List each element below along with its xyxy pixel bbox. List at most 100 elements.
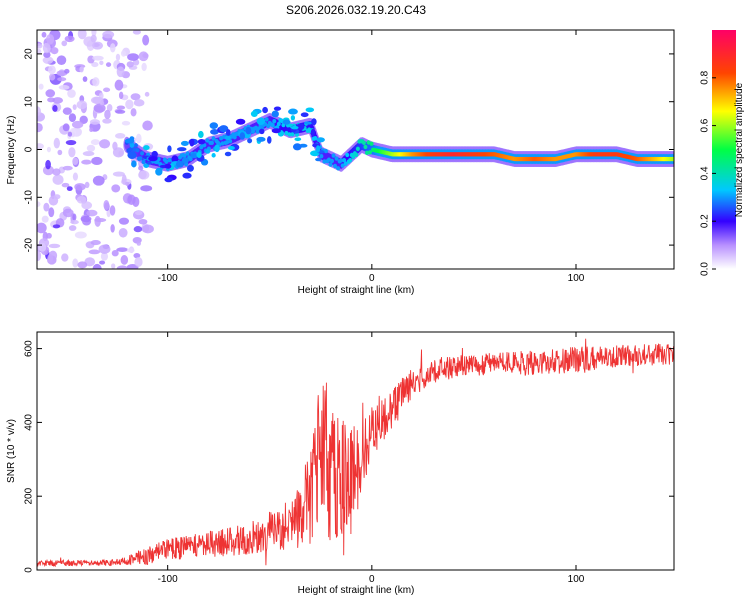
spectrogram-ridge-core [228, 138, 233, 144]
spectrogram-noise-blob [99, 260, 106, 265]
spectrogram-energy-cluster [176, 147, 187, 152]
spectrogram-noise-blob [67, 89, 76, 98]
spectrogram-noise-blob [125, 181, 130, 187]
spectrogram-noise-blob [109, 205, 116, 216]
spectrogram-noise-blob [116, 247, 129, 252]
spectrogram-noise-blob [120, 255, 129, 265]
spectrogram-ridge-core [140, 151, 145, 156]
spectrogram-noise-blob [127, 53, 140, 61]
spectrogram-energy-cluster [256, 136, 266, 142]
spectrogram-noise-blob [142, 120, 153, 131]
spectrogram-noise-blob [89, 119, 101, 125]
spectrogram-ridge-core [328, 162, 333, 167]
spectrogram-noise-blob [48, 65, 56, 75]
spectrogram-x-axis-label: Height of straight line (km) [298, 285, 415, 296]
spectrogram-energy-cluster [197, 138, 206, 145]
spectrogram-energy-cluster [311, 118, 317, 126]
spectrogram-ridge-core [225, 140, 230, 145]
spectrogram-ridge-core [167, 157, 172, 163]
spectrogram-noise-blob [42, 165, 54, 176]
spectrogram-noise-blob [72, 172, 79, 181]
spectrogram-noise-blob [99, 101, 105, 106]
spectrogram-noise-blob [48, 207, 55, 218]
spectrogram-ridge-core [164, 159, 169, 164]
spectrogram-noise-blob [43, 51, 51, 58]
spectrogram-ridge-core [345, 152, 350, 158]
colorbar-tick-label: 0.4 [700, 166, 711, 180]
spectrogram-noise-blob [133, 226, 143, 233]
spectrogram-energy-cluster [256, 117, 266, 125]
spectrogram-energy-cluster [226, 129, 231, 136]
spectrogram-ridge-core [188, 156, 193, 162]
spectrogram-noise-blob [52, 174, 64, 185]
spectrogram-noise-blob [50, 47, 59, 55]
spectrogram-ridge-core [333, 163, 338, 169]
spectrogram-noise-blob [130, 108, 137, 117]
spectrogram-ridge-core [135, 147, 140, 153]
spectrogram-energy-cluster [131, 160, 137, 168]
spectrogram-ridge-core [185, 151, 190, 156]
spectrogram-ridge-core [322, 159, 327, 164]
spectrogram-noise-blob [62, 208, 74, 218]
spectrogram-ridge-core [339, 158, 344, 163]
spectrogram-noise-blob [91, 156, 103, 166]
spectrogram-noise-blob [90, 139, 100, 146]
spectrogram-noise-blob [64, 35, 75, 43]
spectrogram-noise-blob [46, 232, 52, 239]
spectrogram-energy-cluster [315, 157, 322, 162]
spectrogram-noise-blob [92, 263, 102, 269]
spectrogram-noise-blob [92, 175, 105, 186]
spectrogram-noise-blob [116, 265, 129, 269]
spectrogram-energy-cluster [151, 150, 158, 158]
spectrogram-y-tick-label: -20 [24, 237, 35, 252]
spectrogram-ridge-core [361, 140, 366, 145]
colorbar-gradient [712, 30, 736, 269]
spectrogram-energy-cluster [180, 140, 189, 146]
spectrogram-noise-blob [46, 146, 51, 153]
spectrogram-energy-cluster [290, 125, 299, 130]
spectrogram-noise-blob [72, 213, 77, 221]
spectrogram-noise-blob [43, 202, 50, 212]
spectrogram-ridge-core [354, 152, 359, 158]
spectrogram-noise-blob [41, 31, 47, 38]
spectrogram-noise-blob [102, 30, 115, 39]
spectrogram-ridge-core [355, 146, 360, 151]
spectrogram-noise-blob [79, 66, 84, 73]
spectrogram-noise-blob [58, 85, 70, 90]
spectrogram-noise-blob [71, 120, 84, 129]
spectrogram-noise-blob [141, 224, 154, 234]
spectrogram-noise-blob [62, 123, 70, 132]
spectrogram-ridge-core [363, 144, 368, 150]
spectrogram-energy-cluster [267, 136, 272, 144]
spectrogram-noise-blob [132, 59, 140, 66]
spectrogram-noise-blob [140, 185, 153, 192]
spectrogram-noise-blob [72, 157, 79, 165]
spectrogram-noise-blob [111, 263, 116, 269]
spectrogram-energy-cluster [143, 145, 150, 151]
spectrogram-noise-blob [133, 252, 141, 259]
spectrogram-energy-cluster [227, 146, 235, 151]
spectrogram-ridge-core [334, 156, 339, 161]
spectrogram-noise-blob [86, 209, 98, 217]
spectrogram-ridge-core [366, 140, 371, 145]
spectrogram-noise-blob [138, 218, 148, 225]
spectrogram-energy-cluster [296, 123, 305, 131]
spectrogram-noise-blob [118, 91, 124, 100]
snr-plot-area [37, 332, 674, 570]
spectrogram-ridge-core [331, 153, 336, 158]
spectrogram-energy-cluster [259, 128, 265, 135]
spectrogram-energy-cluster [305, 107, 315, 113]
spectrogram-energy-cluster [316, 137, 325, 143]
colorbar-tick-label: 0.8 [700, 70, 711, 84]
spectrogram-noise-blob [91, 30, 97, 37]
spectrogram-noise-blob [121, 120, 131, 126]
spectrogram-energy-cluster [127, 151, 137, 160]
spectrogram-noise-blob [94, 215, 101, 227]
snr-panel: -100 0 100 0 200 400 600 Height of straight li… [6, 331, 675, 596]
spectrogram-ridge-core [364, 150, 369, 156]
spectrogram-heatmap [37, 30, 674, 269]
spectrogram-noise-blob [57, 149, 63, 156]
spectrogram-ridge-core [156, 157, 161, 162]
spectrogram-noise-blob [62, 107, 72, 115]
spectrogram-noise-blob [90, 34, 97, 43]
